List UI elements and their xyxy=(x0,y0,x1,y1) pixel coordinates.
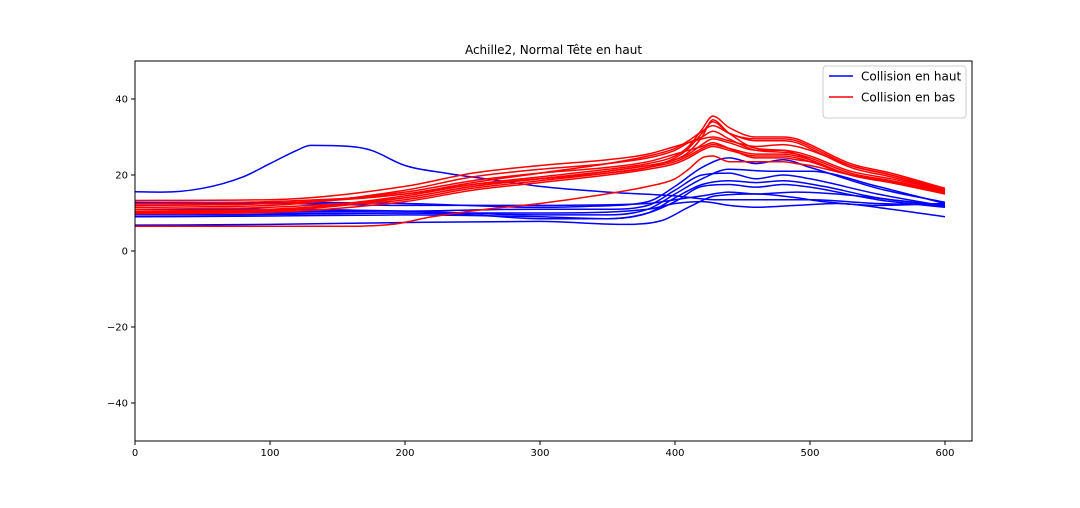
x-tick-label: 500 xyxy=(800,448,819,459)
series-line-3 xyxy=(135,172,946,213)
series-line-18 xyxy=(135,155,946,228)
series-layer xyxy=(135,115,946,228)
x-tick-label: 100 xyxy=(260,448,279,459)
y-tick-label: 0 xyxy=(122,247,128,258)
legend: Collision en haut Collision en bas xyxy=(822,65,967,119)
legend-label: Collision en haut xyxy=(861,70,961,84)
legend-box xyxy=(822,65,967,119)
series-line-14 xyxy=(135,143,946,212)
y-tick-label: 40 xyxy=(115,95,128,106)
legend-label: Collision en bas xyxy=(861,91,955,105)
series-line-8 xyxy=(135,200,946,218)
y-tick-label: 20 xyxy=(115,171,128,182)
axes-layer: 0 100 200 300 400 500 600 −40 −20 0 20 40 xyxy=(107,60,973,459)
chart-title: Achille2, Normal Tête en haut xyxy=(465,43,642,57)
series-line-15 xyxy=(135,130,946,209)
series-line-19 xyxy=(135,145,946,215)
series-line-16 xyxy=(135,141,946,207)
series-line-17 xyxy=(135,136,946,202)
x-tick-label: 0 xyxy=(132,448,138,459)
x-tick-label: 400 xyxy=(665,448,684,459)
x-tick-label: 300 xyxy=(530,448,549,459)
series-line-6 xyxy=(135,168,946,216)
y-tick-label: −40 xyxy=(107,399,128,410)
series-line-5 xyxy=(135,193,946,226)
series-line-20 xyxy=(135,124,946,207)
series-line-1 xyxy=(135,144,946,206)
series-line-13 xyxy=(135,138,946,210)
y-tick-label: −20 xyxy=(107,323,128,334)
x-tick-label: 200 xyxy=(395,448,414,459)
x-tick-label: 600 xyxy=(935,448,954,459)
series-line-7 xyxy=(135,179,946,220)
